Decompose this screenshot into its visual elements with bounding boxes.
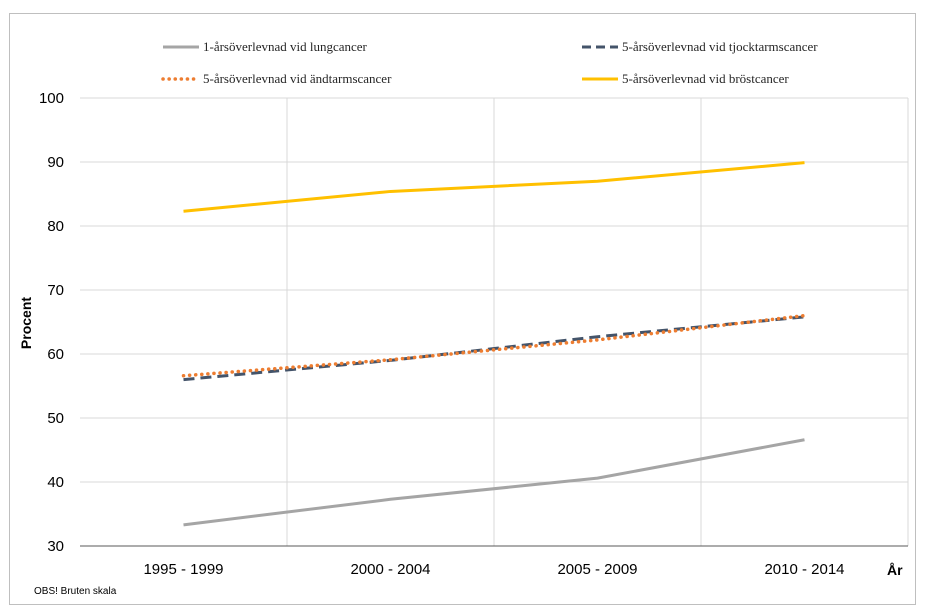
y-tick-label: 70 — [47, 282, 64, 299]
y-tick-label: 100 — [39, 90, 64, 107]
x-tick-label: 2010 - 2014 — [764, 561, 844, 578]
chart-note: OBS! Bruten skala — [34, 586, 117, 597]
y-tick-label: 90 — [47, 154, 64, 171]
legend-label: 1-årsöverlevnad vid lungcancer — [203, 39, 368, 54]
x-axis-title: År — [887, 562, 903, 578]
y-tick-label: 50 — [47, 410, 64, 427]
series-line — [181, 313, 807, 378]
x-tick-label: 1995 - 1999 — [143, 561, 223, 578]
series-line — [183, 438, 805, 527]
y-axis-title: Procent — [18, 297, 34, 349]
legend-label: 5-årsöverlevnad vid bröstcancer — [622, 71, 789, 86]
x-tick-label: 2005 - 2009 — [557, 561, 637, 578]
legend-label: 5-årsöverlevnad vid ändtarmscancer — [203, 71, 392, 86]
series-line — [183, 161, 805, 213]
series-lines — [181, 161, 807, 527]
chart-frame — [9, 13, 916, 605]
x-tick-label: 2000 - 2004 — [350, 561, 430, 578]
y-tick-label: 40 — [47, 474, 64, 491]
y-tick-label: 60 — [47, 346, 64, 363]
y-tick-label: 80 — [47, 218, 64, 235]
legend: 1-årsöverlevnad vid lungcancer 5-årsöverl… — [161, 39, 818, 86]
axes: 30 40 50 60 70 80 90 100 1995 - 1999 2000 - 2004 2… — [39, 90, 908, 578]
legend-label: 5-årsöverlevnad vid tjocktarmscancer — [622, 39, 818, 54]
y-tick-label: 30 — [47, 538, 64, 555]
